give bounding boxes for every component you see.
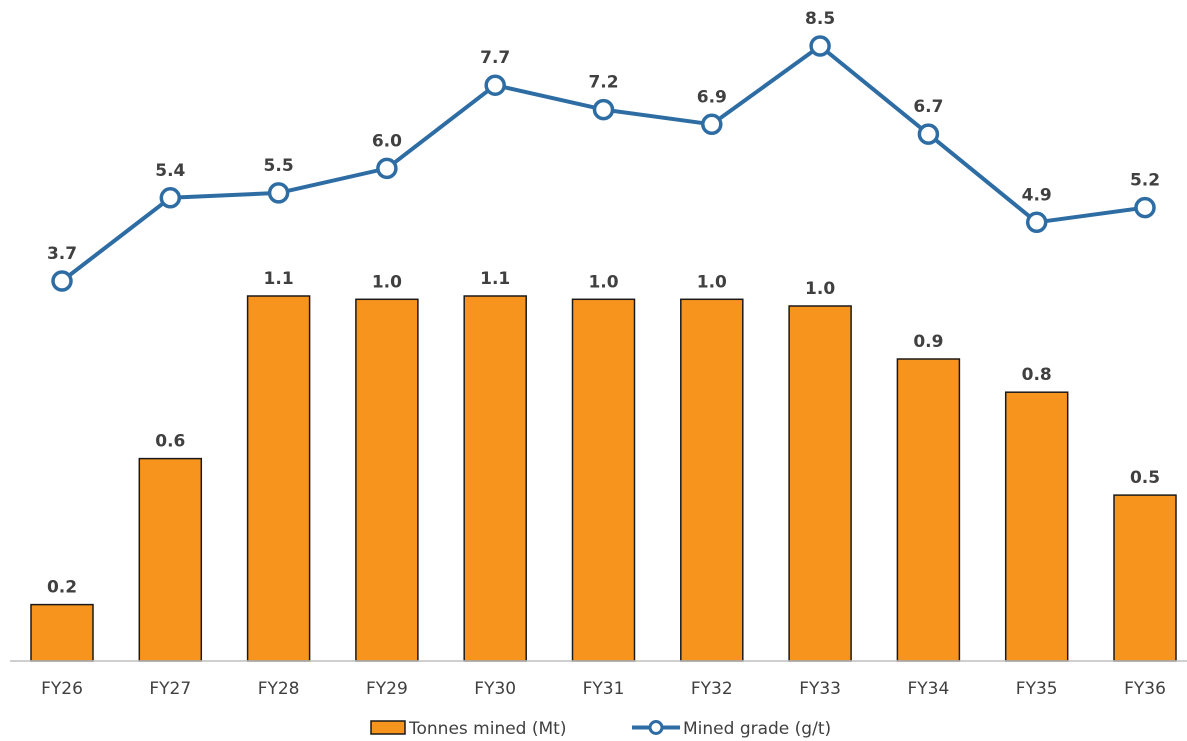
grade-label-fy32: 6.9 bbox=[697, 87, 727, 107]
x-tick-labels: FY26 FY27 FY28 FY29 FY30 FY31 FY32 FY33 FY34 FY35… bbox=[41, 679, 1166, 699]
bar-label-fy32: 1.0 bbox=[697, 272, 727, 292]
x-tick-fy34: FY34 bbox=[908, 679, 950, 699]
bar-label-fy28: 1.1 bbox=[264, 269, 294, 289]
grade-marker-fy31 bbox=[592, 98, 615, 121]
x-tick-fy26: FY26 bbox=[41, 679, 83, 699]
x-tick-fy32: FY32 bbox=[691, 679, 733, 699]
bar-fy36 bbox=[1113, 494, 1177, 662]
grade-marker-fy29 bbox=[376, 157, 398, 180]
bar-fy29 bbox=[355, 298, 419, 662]
grade-marker-fy36 bbox=[1134, 196, 1156, 219]
grade-label-fy35: 4.9 bbox=[1022, 185, 1052, 205]
grade-marker-fy35 bbox=[1025, 211, 1048, 234]
grade-marker-fy28 bbox=[267, 182, 290, 204]
bar-label-fy31: 1.0 bbox=[588, 272, 618, 292]
bar-label-fy27: 0.6 bbox=[155, 432, 185, 452]
grade-label-fy36: 5.2 bbox=[1130, 171, 1160, 191]
bar-series bbox=[30, 295, 1177, 662]
grade-marker-fy26 bbox=[51, 270, 73, 292]
grade-label-fy26: 3.7 bbox=[47, 244, 77, 264]
grade-label-fy31: 7.2 bbox=[588, 73, 618, 93]
grade-marker-fy33 bbox=[809, 35, 831, 57]
legend-marker-grade bbox=[648, 720, 664, 735]
bar-fy28 bbox=[246, 295, 311, 662]
legend: Tonnes mined (Mt) Mined grade (g/t) bbox=[370, 719, 831, 739]
bar-fy33 bbox=[788, 305, 852, 662]
bar-label-fy29: 1.0 bbox=[372, 272, 402, 292]
x-tick-fy30: FY30 bbox=[474, 679, 516, 699]
bar-label-fy34: 0.9 bbox=[913, 332, 943, 352]
bar-fy30 bbox=[463, 295, 527, 662]
grade-label-fy29: 6.0 bbox=[372, 131, 402, 151]
x-tick-fy29: FY29 bbox=[366, 679, 408, 699]
bar-fy35 bbox=[1004, 391, 1069, 662]
x-tick-fy28: FY28 bbox=[258, 679, 300, 699]
x-tick-fy31: FY31 bbox=[583, 679, 625, 699]
grade-marker-fy34 bbox=[917, 123, 940, 145]
bar-fy34 bbox=[896, 358, 961, 662]
grade-label-fy27: 5.4 bbox=[155, 161, 185, 181]
bar-fy32 bbox=[680, 298, 744, 662]
grade-marker-fy27 bbox=[159, 187, 182, 209]
bar-fy31 bbox=[571, 298, 636, 662]
legend-label-tonnes: Tonnes mined (Mt) bbox=[408, 719, 566, 739]
bar-fy26 bbox=[30, 603, 94, 662]
bar-label-fy26: 0.2 bbox=[47, 578, 77, 598]
bar-label-fy35: 0.8 bbox=[1022, 365, 1052, 385]
legend-label-grade: Mined grade (g/t) bbox=[683, 719, 831, 739]
grade-label-fy33: 8.5 bbox=[805, 9, 835, 29]
x-tick-fy27: FY27 bbox=[149, 679, 191, 699]
grade-label-fy30: 7.7 bbox=[480, 48, 510, 68]
grade-label-fy28: 5.5 bbox=[264, 156, 294, 176]
x-tick-fy35: FY35 bbox=[1016, 679, 1058, 699]
x-tick-fy36: FY36 bbox=[1124, 679, 1166, 699]
bar-fy27 bbox=[138, 457, 203, 662]
x-tick-fy33: FY33 bbox=[799, 679, 841, 699]
line-value-labels: 3.7 5.4 5.5 6.0 7.7 7.2 6.9 8.5 6.7 4.9 5.2 bbox=[47, 9, 1160, 264]
bar-label-fy33: 1.0 bbox=[805, 279, 835, 299]
legend-swatch-tonnes bbox=[370, 720, 406, 735]
grade-label-fy34: 6.7 bbox=[913, 97, 943, 117]
bar-label-fy36: 0.5 bbox=[1130, 468, 1160, 488]
bar-value-labels: 0.2 0.6 1.1 1.0 1.1 1.0 1.0 1.0 0.9 0.8 0.5 bbox=[47, 269, 1160, 598]
grade-marker-fy32 bbox=[701, 113, 723, 136]
grade-marker-fy30 bbox=[484, 74, 506, 96]
bar-label-fy30: 1.1 bbox=[480, 269, 510, 289]
line-series bbox=[51, 35, 1156, 292]
